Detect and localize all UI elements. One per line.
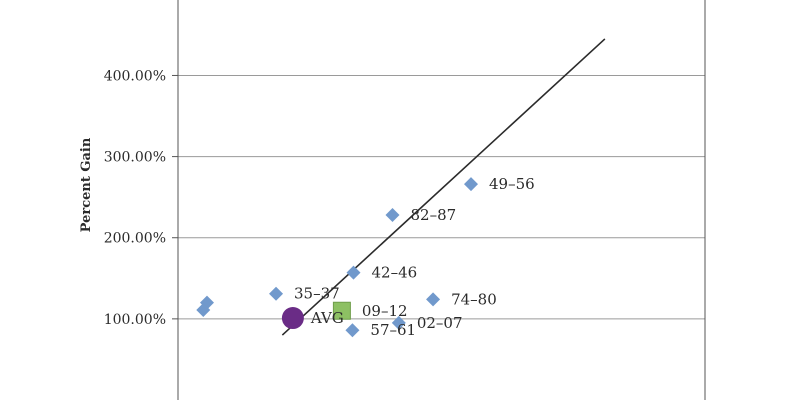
- y-axis-title: Percent Gain: [79, 137, 94, 232]
- point-label: AVG: [310, 309, 344, 327]
- point-label: 42–46: [371, 264, 417, 282]
- point-label: 49–56: [489, 175, 535, 193]
- y-tick-labels: 100.00% 200.00% 300.00% 400.00%: [104, 68, 166, 327]
- y-tick-label: 400.00%: [104, 68, 166, 84]
- point-label: 35–37: [294, 285, 340, 303]
- trendline: [281, 38, 606, 336]
- data-point-diamond: [464, 177, 479, 192]
- point-label: 02–07: [417, 314, 463, 332]
- data-point-diamond: [346, 265, 361, 280]
- y-tick-label: 200.00%: [104, 231, 166, 247]
- point-label: 09–12: [362, 302, 408, 320]
- trendline-group: [281, 38, 606, 336]
- point-label: 82–87: [410, 206, 456, 224]
- data-point-diamond: [385, 208, 400, 223]
- data-points: [196, 177, 479, 338]
- data-point-circle: [281, 307, 304, 330]
- y-tick-label: 300.00%: [104, 150, 166, 166]
- data-point-diamond: [345, 323, 360, 338]
- axes: [177, 0, 706, 400]
- gridlines: [172, 74, 705, 320]
- data-point-square: [332, 301, 351, 320]
- point-labels: 49–56 82–87 42–46 35–37 74–80 02–0757–6109–12…: [294, 175, 535, 339]
- data-point-diamond: [391, 315, 406, 330]
- data-point-diamond: [269, 286, 284, 301]
- point-label: 74–80: [451, 290, 497, 308]
- y-tick-label: 100.00%: [104, 312, 166, 328]
- point-label: 57–61: [370, 321, 416, 339]
- data-point-diamond: [426, 292, 441, 307]
- data-point-diamond: [196, 302, 211, 317]
